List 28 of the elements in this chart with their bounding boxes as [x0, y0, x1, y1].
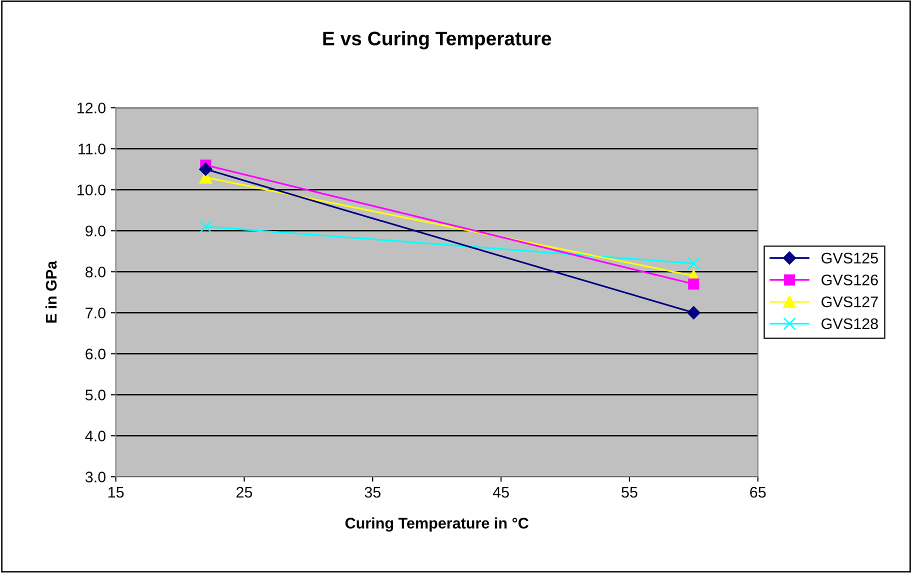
- point: [688, 278, 700, 290]
- x-axis-title: Curing Temperature in °C: [345, 517, 528, 532]
- x-tick-label: 65: [750, 486, 766, 498]
- x-tick-label: 45: [492, 487, 509, 498]
- x-tick-label: 35: [364, 486, 380, 498]
- y-tick-label: 5.0: [85, 390, 106, 400]
- y-tick-label: 6.0: [86, 348, 106, 360]
- legend-label: GVS126: [822, 274, 878, 286]
- point: [687, 257, 700, 270]
- y-tick-label: 8.0: [86, 266, 106, 278]
- y-tick-label: 4.0: [85, 430, 106, 442]
- y-tick-label: 7.0: [86, 308, 106, 318]
- y-tick-label: 3.0: [85, 472, 106, 482]
- chart-title: E vs Curing Temperature: [323, 31, 552, 50]
- y-axis-title: E in GPa: [45, 260, 57, 323]
- legend-label: GVS127: [822, 296, 878, 308]
- y-tick-label: 11.0: [78, 144, 106, 154]
- x-tick-label: 25: [236, 486, 252, 498]
- point: [199, 162, 212, 176]
- y-tick-label: 12.0: [78, 102, 106, 114]
- legend-label: GVS125: [822, 252, 878, 264]
- point: [687, 306, 700, 320]
- legend-label: GVS128: [822, 318, 878, 330]
- x-tick-label: 15: [108, 487, 124, 498]
- point: [199, 220, 212, 233]
- x-tick-label: 55: [622, 487, 638, 498]
- y-tick-label: 9.0: [86, 226, 106, 236]
- y-tick-label: 10.0: [78, 184, 106, 196]
